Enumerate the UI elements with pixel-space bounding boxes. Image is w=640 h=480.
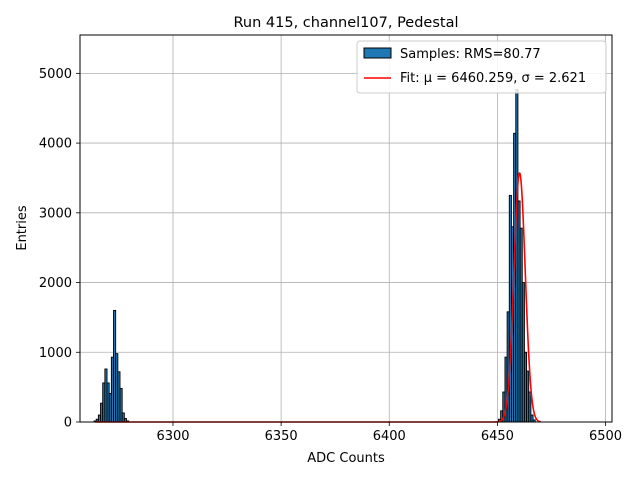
plot-frame <box>79 34 613 423</box>
legend: Samples: RMS=80.77 Fit: μ = 6460.259, σ … <box>356 40 607 94</box>
gaussian-fit-line <box>95 172 541 423</box>
y-tick-label: 4000 <box>39 137 72 152</box>
y-axis-ticks: 0 1000 2000 3000 4000 5000 <box>39 67 80 431</box>
y-tick-label: 0 <box>64 416 72 431</box>
x-axis-label: ADC Counts <box>307 451 385 466</box>
x-tick-label: 6350 <box>265 429 298 444</box>
y-tick-label: 2000 <box>39 276 72 291</box>
x-tick-label: 6500 <box>589 429 622 444</box>
histogram-bars <box>93 88 536 423</box>
legend-box <box>356 40 607 94</box>
y-tick-label: 3000 <box>39 206 72 221</box>
x-tick-label: 6450 <box>481 429 514 444</box>
y-tick-label: 5000 <box>39 67 72 82</box>
x-tick-label: 6300 <box>156 429 189 444</box>
y-axis-label: Entries <box>15 205 30 251</box>
chart-title: Run 415, channel107, Pedestal <box>233 15 458 31</box>
legend-samples-label: Samples: RMS=80.77 <box>400 47 541 62</box>
x-tick-label: 6400 <box>373 429 406 444</box>
legend-fit-label: Fit: μ = 6460.259, σ = 2.621 <box>400 71 586 86</box>
legend-samples-swatch <box>363 47 392 59</box>
y-tick-label: 1000 <box>39 346 72 361</box>
x-axis-ticks: 6300 6350 6400 6450 6500 <box>156 422 622 444</box>
